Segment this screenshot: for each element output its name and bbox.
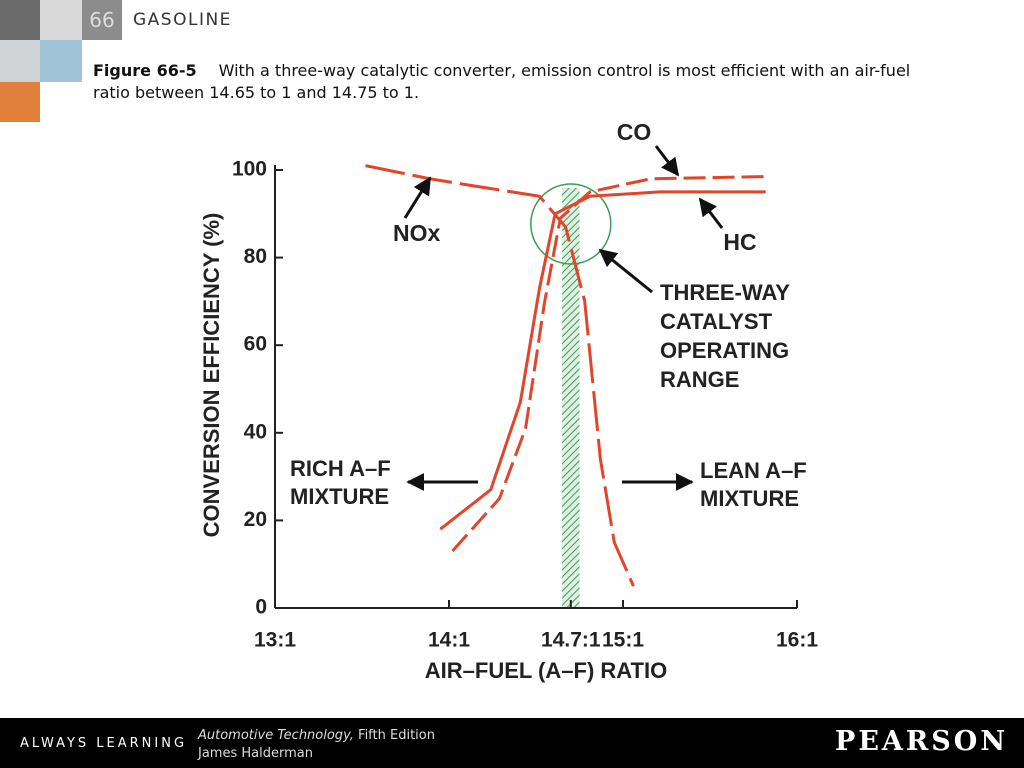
series-line <box>439 190 766 531</box>
tagline: ALWAYS LEARNING <box>20 736 188 751</box>
thumbnail <box>40 40 82 82</box>
series-label: CO <box>617 119 652 145</box>
author: James Halderman <box>198 746 313 761</box>
chart: 0 20 40 60 80 100 13:1 14:1 14.7:1 15:1 16:1 NOx CO H… <box>199 119 819 683</box>
book-info: Automotive Technology, Fifth Edition <box>198 728 435 743</box>
x-tick-label: 14:1 <box>428 629 470 652</box>
range-arrow <box>598 248 653 294</box>
label-arrow <box>403 176 432 219</box>
range-label: CATALYST <box>660 309 773 334</box>
lean-label: MIXTURE <box>700 486 799 511</box>
edition: Fifth Edition <box>358 728 435 743</box>
range-label: OPERATING <box>660 338 789 363</box>
x-tick-label: 14.7:1 <box>541 629 601 652</box>
footer: ALWAYS LEARNING Automotive Technology, F… <box>0 718 1024 768</box>
caption-text: With a three-way catalytic converter, em… <box>93 61 911 102</box>
y-tick-label: 80 <box>244 245 267 268</box>
y-axis-label: CONVERSION EFFICIENCY (%) <box>199 213 224 538</box>
x-tick-label: 16:1 <box>776 629 818 652</box>
series-line <box>365 164 635 587</box>
brand: PEARSON <box>835 726 1008 757</box>
rich-label: MIXTURE <box>290 484 389 509</box>
rich-label: RICH A–F <box>290 456 391 481</box>
operating-range <box>562 188 580 608</box>
series-line <box>451 175 766 553</box>
range-label: THREE-WAY <box>660 280 790 305</box>
chapter-number: 66 <box>82 0 122 40</box>
thumbnail <box>0 40 40 82</box>
caption: Figure 66-5 With a three-way catalytic co… <box>93 60 945 104</box>
label-arrow <box>654 145 680 177</box>
x-tick-label: 13:1 <box>254 629 296 652</box>
x-axis-label: AIR–FUEL (A–F) RATIO <box>425 658 667 683</box>
series-label: NOx <box>393 220 441 246</box>
thumbnail <box>0 0 40 40</box>
label-arrow <box>698 197 724 229</box>
thumbnail <box>40 0 82 40</box>
range-label: RANGE <box>660 367 739 392</box>
book-title: Automotive Technology, <box>198 728 354 743</box>
series-label: HC <box>723 229 756 255</box>
y-tick-label: 40 <box>244 420 267 443</box>
y-tick-label: 20 <box>244 508 267 531</box>
thumbnail <box>0 82 40 122</box>
y-tick-label: 0 <box>255 596 267 619</box>
figure-label: Figure 66-5 <box>93 61 197 80</box>
chapter-title: GASOLINE <box>133 10 232 30</box>
x-tick-label: 15:1 <box>602 629 644 652</box>
range-circle <box>530 183 612 265</box>
lean-label: LEAN A–F <box>700 458 807 483</box>
y-tick-label: 60 <box>244 333 267 356</box>
y-tick-label: 100 <box>232 158 267 181</box>
